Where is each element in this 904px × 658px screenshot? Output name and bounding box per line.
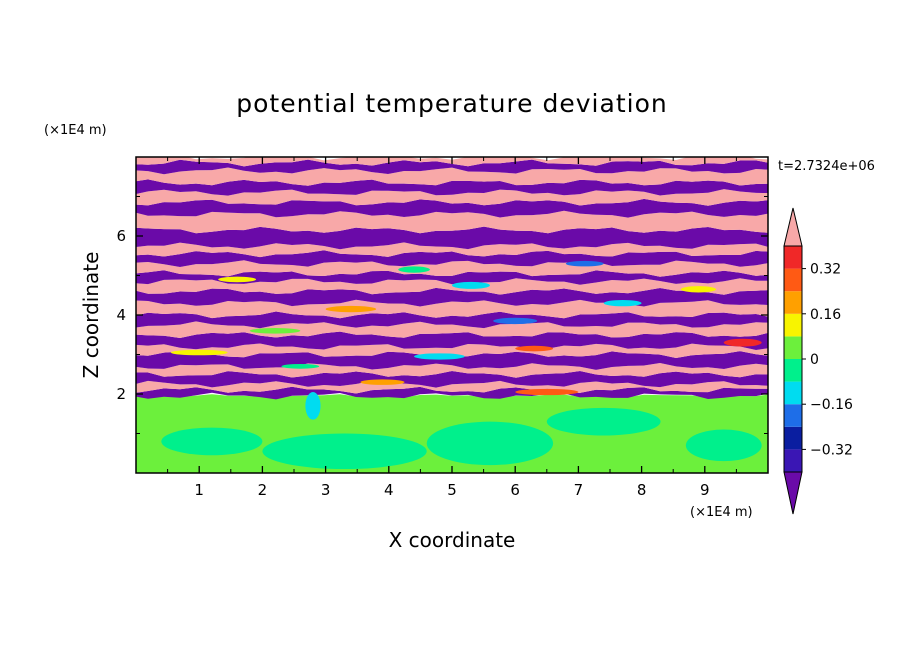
contour-band bbox=[136, 198, 768, 218]
x-axis: 1 2 3 4 5 6 7 8 9 bbox=[167, 157, 737, 499]
time-label: t=2.7324e+06 bbox=[778, 159, 875, 174]
x-tick-label: 6 bbox=[510, 481, 520, 499]
contour-band bbox=[136, 210, 768, 234]
x-axis-label: X coordinate bbox=[389, 528, 516, 552]
contour-band bbox=[136, 321, 768, 338]
colorbar-cell bbox=[784, 404, 802, 427]
colorbar-tick-label: 0.32 bbox=[810, 262, 841, 278]
contour-band bbox=[136, 331, 768, 350]
x-tick-label: 1 bbox=[194, 481, 204, 499]
contour-patch bbox=[546, 407, 661, 436]
contour-band bbox=[136, 260, 768, 277]
y-tick-label: 2 bbox=[116, 385, 126, 403]
colorbar-cell bbox=[784, 291, 802, 314]
contour-band bbox=[136, 343, 768, 358]
contour-patch bbox=[249, 328, 301, 334]
contour-patch bbox=[281, 363, 320, 369]
contour-band bbox=[136, 270, 768, 285]
x-tick-label: 9 bbox=[700, 481, 710, 499]
contour-patch bbox=[723, 338, 762, 347]
field-layer bbox=[136, 157, 768, 473]
contour-patch bbox=[515, 388, 579, 396]
contour-patch bbox=[414, 353, 465, 360]
colorbar-cell bbox=[784, 268, 802, 292]
contour-patch bbox=[218, 276, 257, 283]
x-tick-label: 7 bbox=[574, 481, 584, 499]
contour-band bbox=[136, 226, 768, 250]
x-tick-label: 3 bbox=[321, 481, 331, 499]
colorbar-tick-label: 0 bbox=[810, 352, 819, 368]
colorbar-cell bbox=[784, 381, 802, 405]
contour-patch bbox=[603, 299, 642, 307]
contour-band bbox=[136, 189, 768, 206]
contour-band bbox=[136, 380, 768, 394]
colorbar-cell bbox=[784, 426, 802, 450]
colorbar-tick-label: −0.16 bbox=[810, 397, 853, 413]
y-axis: 2 4 6 bbox=[116, 196, 768, 434]
colorbar-cell bbox=[784, 336, 802, 359]
contour-patch bbox=[325, 305, 377, 313]
contour-patch bbox=[493, 317, 538, 325]
colorbar-tick-label: −0.32 bbox=[810, 442, 853, 458]
colorbar-cell bbox=[784, 313, 802, 337]
contour-patch bbox=[170, 349, 228, 356]
contour-patch bbox=[515, 345, 554, 352]
contour-band bbox=[136, 179, 768, 196]
x-tick-label: 5 bbox=[447, 481, 457, 499]
contour-patch bbox=[360, 379, 405, 385]
contour-band bbox=[136, 159, 768, 175]
contour-band bbox=[136, 242, 768, 258]
colorbar-tick-label: 0.16 bbox=[810, 307, 841, 323]
colorbar-cell bbox=[784, 359, 802, 382]
contour-band bbox=[136, 371, 768, 388]
chart-title: potential temperature deviation bbox=[236, 89, 667, 118]
colorbar: 0.32 0.16 0 −0.16 −0.32 bbox=[783, 207, 853, 515]
contour-patch bbox=[452, 281, 490, 289]
contour-patch bbox=[685, 429, 762, 462]
contour-patch bbox=[398, 266, 430, 273]
contour-patch bbox=[565, 260, 604, 267]
x-tick-label: 4 bbox=[384, 481, 394, 499]
contour-band bbox=[136, 167, 768, 186]
y-axis-label: Z coordinate bbox=[79, 252, 103, 379]
contour-patch bbox=[161, 427, 263, 456]
x-tick-label: 2 bbox=[258, 481, 268, 499]
x-axis-unit: (×1E4 m) bbox=[690, 505, 753, 520]
x-tick-label: 8 bbox=[637, 481, 647, 499]
contour-band bbox=[136, 363, 768, 378]
colorbar-cell bbox=[784, 449, 802, 472]
contour-patch bbox=[426, 421, 554, 466]
contour-patch bbox=[680, 286, 717, 293]
contour-patch bbox=[262, 433, 427, 470]
colorbar-cell bbox=[784, 246, 802, 269]
contour-band bbox=[136, 299, 768, 319]
y-tick-label: 6 bbox=[116, 227, 126, 245]
contour-band bbox=[136, 278, 768, 295]
contour-band bbox=[136, 250, 768, 267]
colorbar-extend-top bbox=[783, 207, 803, 247]
y-tick-label: 4 bbox=[116, 306, 126, 324]
contour-patch bbox=[305, 392, 321, 420]
contour-band bbox=[136, 311, 768, 329]
colorbar-extend-bottom bbox=[783, 471, 803, 515]
y-axis-unit: (×1E4 m) bbox=[44, 123, 107, 138]
contour-band bbox=[136, 386, 768, 400]
